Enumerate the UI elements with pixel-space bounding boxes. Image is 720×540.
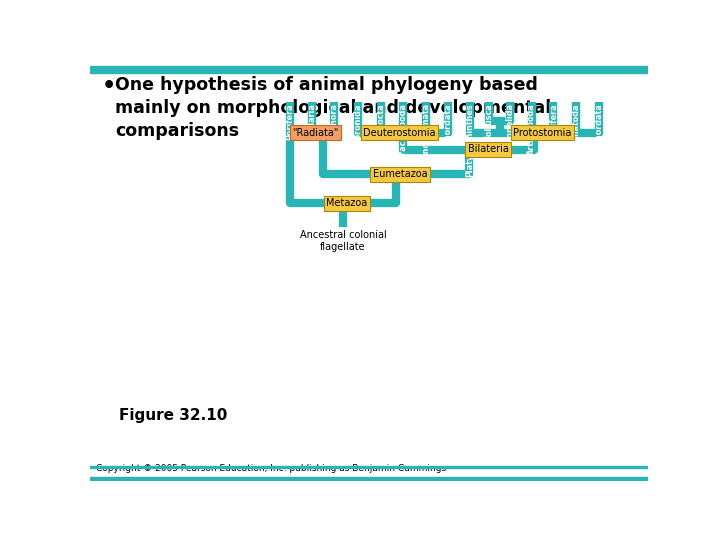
Text: One hypothesis of animal phylogeny based
mainly on morphological and development: One hypothesis of animal phylogeny based… xyxy=(114,76,551,140)
Text: •: • xyxy=(102,76,116,96)
Text: Cnidaria: Cnidaria xyxy=(308,103,317,141)
Text: Mollusca: Mollusca xyxy=(485,103,494,143)
Text: Nematoda: Nematoda xyxy=(572,103,580,150)
Bar xyxy=(90,466,648,468)
Text: Phoronida: Phoronida xyxy=(354,103,363,150)
Text: Figure 32.10: Figure 32.10 xyxy=(120,408,228,423)
Text: Deuterostomia: Deuterostomia xyxy=(363,127,436,138)
Text: Copyright © 2005 Pearson Education, Inc. publishing as Benjamin Cummings: Copyright © 2005 Pearson Education, Inc.… xyxy=(96,464,446,473)
Text: Ectoprocta: Ectoprocta xyxy=(376,103,385,152)
Bar xyxy=(90,477,648,481)
Text: Bilateria: Bilateria xyxy=(468,145,508,154)
Bar xyxy=(90,66,648,72)
Text: Arthropoda: Arthropoda xyxy=(527,103,536,155)
Text: Protostomia: Protostomia xyxy=(513,127,572,138)
Text: Ctenophora: Ctenophora xyxy=(330,103,338,156)
Text: Echinodermata: Echinodermata xyxy=(421,103,430,171)
Text: Eumetazoa: Eumetazoa xyxy=(372,169,427,179)
Text: Hemichordata: Hemichordata xyxy=(595,103,603,167)
Text: Brachiopoda: Brachiopoda xyxy=(399,103,408,160)
Text: Annelida: Annelida xyxy=(505,103,515,143)
Text: Porifera: Porifera xyxy=(285,103,294,140)
Text: "Radiata": "Radiata" xyxy=(292,127,338,138)
Text: Rotifera: Rotifera xyxy=(549,103,558,140)
Text: Metazoa: Metazoa xyxy=(326,198,367,208)
Text: Platyhelminthes: Platyhelminthes xyxy=(465,103,474,177)
Text: Chordata: Chordata xyxy=(444,103,453,145)
Text: Ancestral colonial
flagellate: Ancestral colonial flagellate xyxy=(300,230,387,252)
